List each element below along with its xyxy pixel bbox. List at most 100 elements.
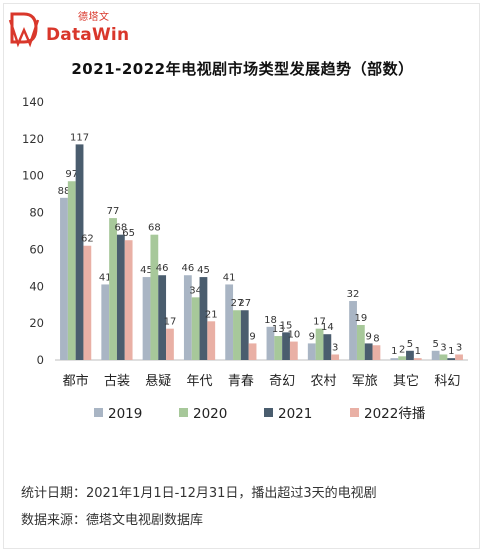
bar-都市-2021 xyxy=(75,144,84,360)
bar-其它-2019 xyxy=(390,358,399,360)
bar-都市-2019 xyxy=(60,197,68,360)
bar-科幻-2020 xyxy=(439,354,448,360)
x-tick-label: 青春 xyxy=(228,374,254,389)
y-tick-label: 80 xyxy=(29,206,44,220)
datawin-logo-mark-icon xyxy=(8,12,40,48)
bar-青春-2021 xyxy=(240,310,249,360)
data-label: 8 xyxy=(373,333,379,344)
bar-都市-2022待播 xyxy=(83,245,92,360)
bar-其它-2020 xyxy=(398,356,407,360)
bar-年代-2021 xyxy=(199,277,208,360)
bar-军旅-2019 xyxy=(349,301,357,360)
bar-年代-2020 xyxy=(191,297,200,360)
x-tick-label: 科幻 xyxy=(434,374,460,389)
chart-title: 2021-2022年电视剧市场类型发展趋势（部数） xyxy=(71,60,414,78)
data-label: 32 xyxy=(347,289,360,300)
x-tick-label: 军旅 xyxy=(352,374,378,389)
y-tick-label: 0 xyxy=(37,353,44,367)
data-label: 10 xyxy=(287,330,300,341)
data-label: 1 xyxy=(415,346,421,357)
data-label: 19 xyxy=(354,313,367,324)
data-label: 65 xyxy=(122,228,135,239)
data-label: 17 xyxy=(164,317,177,328)
bar-军旅-2022待播 xyxy=(372,345,381,360)
data-label: 45 xyxy=(197,265,210,276)
bar-年代-2019 xyxy=(183,275,192,360)
y-tick-label: 20 xyxy=(29,316,44,330)
bar-悬疑-2021 xyxy=(158,275,167,360)
data-label: 18 xyxy=(264,315,277,326)
chart-frame xyxy=(3,3,480,549)
legend-swatch-2022待播 xyxy=(350,408,359,417)
logo-chinese-name: 德塔文 xyxy=(78,12,110,23)
bar-青春-2019 xyxy=(225,284,234,360)
y-tick-label: 140 xyxy=(22,95,44,109)
bar-科幻-2021 xyxy=(447,358,456,360)
x-tick-label: 其它 xyxy=(393,373,419,389)
x-tick-label: 农村 xyxy=(310,374,336,389)
x-tick-label: 奇幻 xyxy=(269,373,295,389)
data-label: 9 xyxy=(309,331,315,342)
data-label: 41 xyxy=(223,272,236,283)
bar-农村-2021 xyxy=(323,334,332,360)
data-label: 14 xyxy=(321,322,334,333)
bar-农村-2022待播 xyxy=(331,354,340,360)
legend-label: 2020 xyxy=(193,406,227,422)
legend-swatch-2019 xyxy=(94,408,103,417)
bar-科幻-2022待播 xyxy=(455,354,463,360)
x-tick-label: 悬疑 xyxy=(145,373,171,389)
data-label: 97 xyxy=(65,169,78,180)
bar-悬疑-2019 xyxy=(142,277,151,360)
bar-古装-2019 xyxy=(101,284,110,360)
bar-奇幻-2019 xyxy=(266,326,275,360)
data-label: 15 xyxy=(280,320,293,331)
data-source-note: 数据来源：德塔文电视剧数据库 xyxy=(21,513,204,528)
bar-农村-2019 xyxy=(307,343,316,360)
bar-奇幻-2020 xyxy=(274,336,283,360)
data-label: 45 xyxy=(140,265,153,276)
data-label: 9 xyxy=(249,331,255,342)
legend-swatch-2020 xyxy=(179,408,188,417)
data-label: 62 xyxy=(81,234,94,245)
data-label: 2 xyxy=(399,344,405,355)
x-tick-label: 年代 xyxy=(187,374,213,389)
data-label: 3 xyxy=(440,342,446,353)
bar-都市-2020 xyxy=(67,181,76,360)
bar-古装-2022待播 xyxy=(124,240,133,360)
data-label: 68 xyxy=(114,223,127,234)
data-label: 27 xyxy=(238,298,251,309)
data-label: 5 xyxy=(407,339,413,350)
bar-其它-2021 xyxy=(406,350,414,360)
data-label: 41 xyxy=(99,272,112,283)
bar-奇幻-2022待播 xyxy=(289,341,298,360)
bar-chart: 020406080100120140889711762都市41776865古装4… xyxy=(22,95,468,422)
data-label: 9 xyxy=(365,331,371,342)
datawin-logo: 德塔文 DataWin xyxy=(8,8,138,50)
bar-年代-2022待播 xyxy=(207,321,216,360)
data-label: 5 xyxy=(432,339,438,350)
legend-label: 2021 xyxy=(278,406,312,422)
logo-english-name: DataWin xyxy=(46,25,130,45)
bar-奇幻-2021 xyxy=(282,332,290,360)
bar-军旅-2021 xyxy=(364,343,373,360)
bar-古装-2020 xyxy=(109,218,117,360)
data-label: 1 xyxy=(448,346,454,357)
stat-date-note: 统计日期：2021年1月1日-12月31日，播出超过3天的电视剧 xyxy=(21,486,377,501)
bar-其它-2022待播 xyxy=(413,358,422,360)
data-label: 77 xyxy=(107,206,120,217)
legend-swatch-2021 xyxy=(264,408,273,417)
x-tick-label: 古装 xyxy=(104,374,130,389)
data-label: 68 xyxy=(148,223,161,234)
data-label: 3 xyxy=(456,342,462,353)
y-tick-label: 100 xyxy=(22,169,44,183)
data-label: 46 xyxy=(156,263,169,274)
bar-青春-2020 xyxy=(233,310,241,360)
bar-军旅-2020 xyxy=(356,324,365,360)
data-label: 46 xyxy=(181,263,194,274)
data-label: 88 xyxy=(58,186,71,197)
data-label: 1 xyxy=(391,346,397,357)
y-tick-label: 60 xyxy=(29,242,44,256)
data-label: 27 xyxy=(231,298,244,309)
y-tick-label: 120 xyxy=(22,132,44,146)
bar-青春-2022待播 xyxy=(248,343,257,360)
